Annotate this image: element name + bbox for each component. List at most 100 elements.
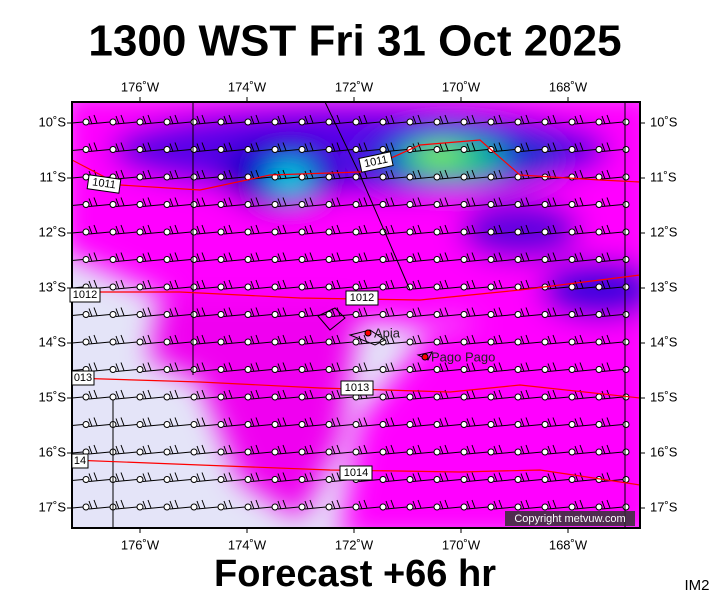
barb-station bbox=[487, 256, 495, 263]
barb bbox=[277, 224, 300, 235]
barb bbox=[493, 444, 516, 455]
lat-label: 13˚S bbox=[650, 279, 678, 294]
barb-station bbox=[406, 421, 414, 428]
barb bbox=[277, 279, 300, 290]
barb-station bbox=[460, 338, 468, 346]
barb bbox=[520, 307, 543, 317]
barb-station bbox=[433, 338, 441, 346]
barb-station bbox=[163, 146, 171, 153]
barb bbox=[304, 142, 327, 152]
barb bbox=[439, 114, 462, 125]
barb bbox=[466, 279, 489, 290]
barb bbox=[574, 417, 597, 427]
barb-station bbox=[514, 118, 522, 126]
barb-station bbox=[163, 393, 171, 401]
barb-station bbox=[541, 476, 549, 483]
barb-station bbox=[487, 118, 495, 126]
barb bbox=[304, 499, 327, 510]
barb-station bbox=[487, 366, 495, 373]
barb-station bbox=[244, 366, 252, 373]
barb-station bbox=[541, 256, 549, 263]
barb bbox=[88, 142, 111, 152]
barb-station bbox=[325, 338, 333, 346]
barb bbox=[250, 114, 273, 125]
barb-station bbox=[433, 421, 441, 428]
barb bbox=[169, 334, 192, 345]
barb-station bbox=[379, 256, 387, 263]
barb bbox=[601, 224, 624, 235]
barb bbox=[277, 142, 300, 152]
barb-station bbox=[271, 173, 279, 181]
barb bbox=[223, 499, 246, 510]
barb bbox=[439, 197, 462, 207]
isobar-label: 1014 bbox=[344, 467, 368, 479]
barb bbox=[88, 444, 111, 455]
barb bbox=[277, 252, 300, 262]
barb bbox=[358, 362, 381, 372]
lat-label: 15˚S bbox=[650, 389, 678, 404]
barb-station bbox=[595, 311, 603, 318]
barb bbox=[520, 334, 543, 345]
isobar-label: 1011 bbox=[91, 176, 116, 191]
lat-label: 16˚S bbox=[650, 444, 678, 459]
barb bbox=[304, 197, 327, 207]
barb-station bbox=[622, 476, 630, 483]
barb-station bbox=[190, 311, 198, 318]
barb bbox=[412, 499, 435, 510]
barb-station bbox=[298, 311, 306, 318]
lon-label: 172˚W bbox=[335, 79, 374, 94]
barb-station bbox=[163, 173, 171, 181]
barb-station bbox=[568, 476, 576, 483]
barb-station bbox=[271, 201, 279, 208]
barb bbox=[439, 362, 462, 372]
barb-station bbox=[136, 201, 144, 208]
barb-station bbox=[190, 393, 198, 401]
barb-station bbox=[487, 201, 495, 208]
barb-station bbox=[136, 146, 144, 153]
barb bbox=[88, 252, 111, 262]
barb bbox=[196, 444, 219, 455]
barb bbox=[250, 417, 273, 427]
copyright: Copyright metvuw.com bbox=[514, 513, 625, 525]
barb bbox=[223, 252, 246, 262]
barb bbox=[304, 114, 327, 125]
isobar-label: 1012 bbox=[350, 292, 374, 304]
barb-station bbox=[136, 311, 144, 318]
barb bbox=[601, 114, 624, 125]
barb bbox=[439, 279, 462, 290]
barb bbox=[601, 197, 624, 207]
barb bbox=[331, 417, 354, 427]
barb bbox=[115, 499, 138, 510]
barb-station bbox=[541, 366, 549, 373]
barb-station bbox=[271, 393, 279, 401]
barb-station bbox=[136, 118, 144, 126]
barb-station bbox=[541, 311, 549, 318]
barb bbox=[574, 114, 597, 125]
barb-station bbox=[406, 448, 414, 456]
barb-station bbox=[514, 476, 522, 483]
barb-station bbox=[433, 366, 441, 373]
barb-station bbox=[379, 283, 387, 291]
barb bbox=[223, 279, 246, 290]
barb-station bbox=[487, 393, 495, 401]
barb-station bbox=[271, 228, 279, 236]
barb bbox=[250, 444, 273, 455]
barb-station bbox=[433, 146, 441, 153]
lon-label: 174˚W bbox=[228, 537, 267, 552]
barb-station bbox=[136, 476, 144, 483]
barb-station bbox=[622, 283, 630, 291]
barb bbox=[196, 142, 219, 152]
barb bbox=[304, 389, 327, 400]
barb-station bbox=[136, 393, 144, 401]
barb-station bbox=[109, 393, 117, 401]
barb bbox=[385, 444, 408, 455]
barb-station bbox=[460, 448, 468, 456]
barb bbox=[115, 224, 138, 235]
barb bbox=[574, 334, 597, 345]
barb bbox=[142, 472, 165, 482]
barb-station bbox=[325, 256, 333, 263]
barb-station bbox=[190, 228, 198, 236]
barb bbox=[331, 197, 354, 207]
barb bbox=[412, 169, 435, 180]
barb-station bbox=[217, 118, 225, 126]
